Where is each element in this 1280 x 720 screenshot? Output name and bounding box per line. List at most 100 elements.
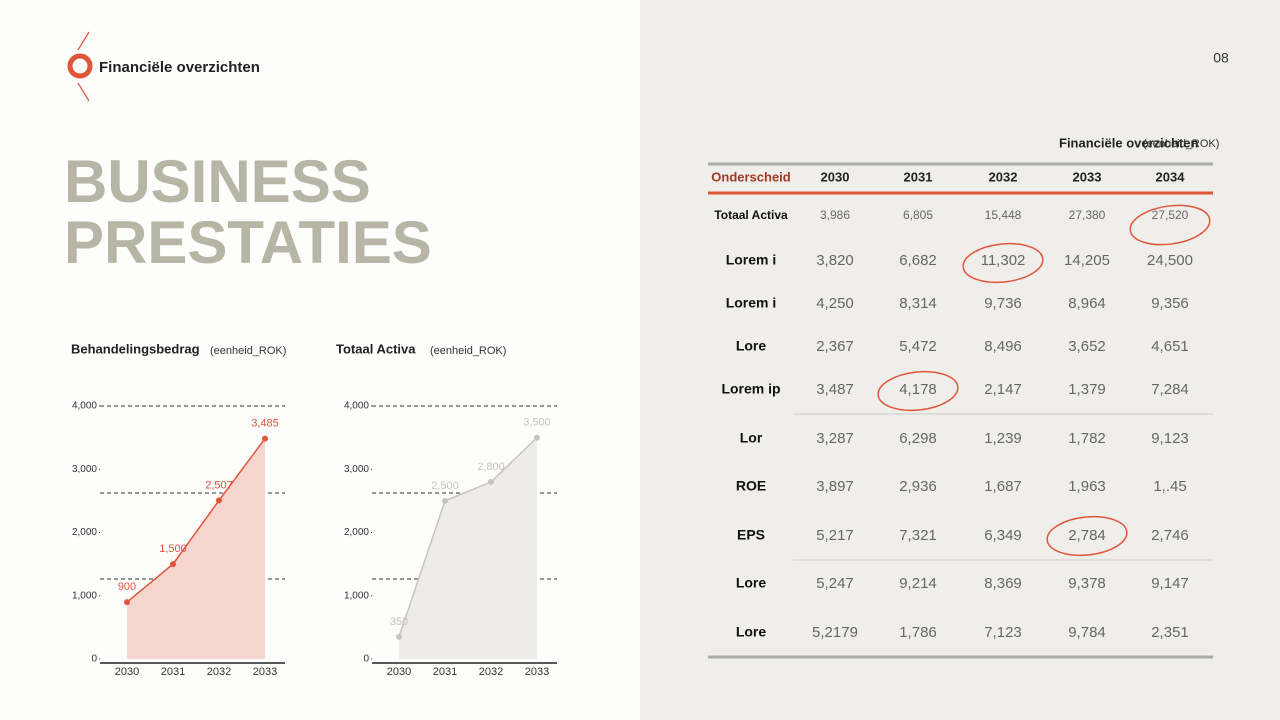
row-label: Lorem i <box>726 252 777 268</box>
chart-title: Totaal Activa <box>336 341 416 356</box>
table-cell: 3,820 <box>816 252 854 269</box>
table-cell: 24,500 <box>1147 252 1193 269</box>
highlight-circle <box>1046 515 1128 557</box>
table-cell: 3,986 <box>820 208 850 222</box>
highlight-circle <box>877 370 959 412</box>
point <box>488 478 494 485</box>
table-cell: 1,963 <box>1068 478 1106 495</box>
point <box>216 497 222 504</box>
table-cell: 6,349 <box>984 527 1022 544</box>
row-label: Lor <box>740 430 763 446</box>
table-cell: 4,178 <box>899 381 937 398</box>
data-label: 2,800 <box>477 461 505 473</box>
point <box>442 497 448 504</box>
column-header: 2034 <box>1156 169 1186 184</box>
line <box>398 437 538 638</box>
table-cell: 6,805 <box>903 208 933 222</box>
row-label: Lore <box>736 575 767 591</box>
table-cell: 27,380 <box>1069 208 1106 222</box>
x-tick-label: 2031 <box>161 666 185 678</box>
y-tick-label: 4,000 <box>72 401 97 412</box>
table-cell: 9,147 <box>1151 575 1189 592</box>
y-tick-label: 0 <box>91 654 97 665</box>
x-tick-label: 2030 <box>387 666 411 678</box>
table-cell: 9,784 <box>1068 624 1106 641</box>
y-tick-label: 2,000 <box>72 527 97 538</box>
table-cell: 3,487 <box>816 381 854 398</box>
row-label: Lorem i <box>726 295 777 311</box>
column-header: Onderscheid <box>711 169 791 184</box>
chart-subtitle: (eenheid_ROK) <box>210 345 286 357</box>
table-cell: 4,250 <box>816 295 854 312</box>
data-label: 350 <box>390 616 408 628</box>
table-cell: 8,369 <box>984 575 1022 592</box>
y-tick-label: 3,000 <box>344 464 369 475</box>
point <box>396 633 402 640</box>
row-label: Lorem ip <box>721 381 780 397</box>
table-cell: 8,314 <box>899 295 937 312</box>
column-header: 2032 <box>989 169 1018 184</box>
table-cell: 7,321 <box>899 527 937 544</box>
right-panel <box>640 0 1280 720</box>
table-cell: 1,687 <box>984 478 1022 495</box>
table-cell: 2,351 <box>1151 624 1189 641</box>
data-label: 1,500 <box>159 543 187 555</box>
highlight-circle <box>1129 204 1211 246</box>
line <box>126 438 266 603</box>
slide-title: BUSINESS <box>64 148 371 215</box>
x-tick-label: 2033 <box>253 666 277 678</box>
column-header: 2031 <box>904 169 933 184</box>
column-header: 2030 <box>821 169 850 184</box>
x-tick-label: 2031 <box>433 666 457 678</box>
area <box>399 437 537 659</box>
table-cell: 15,448 <box>985 208 1022 222</box>
table-cell: 9,123 <box>1151 430 1189 447</box>
table-cell: 7,123 <box>984 624 1022 641</box>
table-cell: 8,496 <box>984 338 1022 355</box>
highlight-circle <box>962 242 1044 284</box>
table-subtitle: (eenheid_ROK) <box>1143 138 1219 150</box>
table-cell: 5,472 <box>899 338 937 355</box>
table-cell: 1,786 <box>899 624 937 641</box>
y-tick-label: 1,000 <box>72 590 97 601</box>
table-title: Financiële overzichten <box>1059 135 1198 150</box>
table-cell: 2,936 <box>899 478 937 495</box>
table-cell: 6,298 <box>899 430 937 447</box>
point <box>170 561 176 568</box>
table-cell: 14,205 <box>1064 252 1110 269</box>
table-cell: 6,682 <box>899 252 937 269</box>
table-cell: 5,217 <box>816 527 854 544</box>
row-label: Lore <box>736 338 767 354</box>
header-icon <box>67 53 93 79</box>
header-decoration <box>77 82 90 102</box>
data-label: 3,485 <box>251 417 279 429</box>
left-panel <box>0 0 640 720</box>
area <box>127 438 265 659</box>
header-title: Financiële overzichten <box>99 59 260 76</box>
y-tick-label: 2,000 <box>344 527 369 538</box>
table-cell: 1,.45 <box>1153 478 1186 495</box>
y-tick-label: 1,000 <box>344 590 369 601</box>
y-tick-label: 0 <box>363 654 369 665</box>
header-decoration <box>77 31 90 51</box>
x-tick-label: 2032 <box>479 666 503 678</box>
table-cell: 3,652 <box>1068 338 1106 355</box>
chart-subtitle: (eenheid_ROK) <box>430 345 506 357</box>
table-cell: 2,784 <box>1068 527 1106 544</box>
table-cell: 7,284 <box>1151 381 1189 398</box>
point <box>262 435 268 442</box>
table-cell: 8,964 <box>1068 295 1106 312</box>
row-label: Lore <box>736 624 767 640</box>
table-cell: 1,782 <box>1068 430 1106 447</box>
table-cell: 2,147 <box>984 381 1022 398</box>
column-header: 2033 <box>1073 169 1102 184</box>
point <box>124 599 130 606</box>
table-cell: 2,746 <box>1151 527 1189 544</box>
x-tick-label: 2032 <box>207 666 231 678</box>
table-cell: 5,2179 <box>812 624 858 641</box>
table-cell: 2,367 <box>816 338 854 355</box>
x-tick-label: 2030 <box>115 666 139 678</box>
table-cell: 5,247 <box>816 575 854 592</box>
x-tick-label: 2033 <box>525 666 549 678</box>
